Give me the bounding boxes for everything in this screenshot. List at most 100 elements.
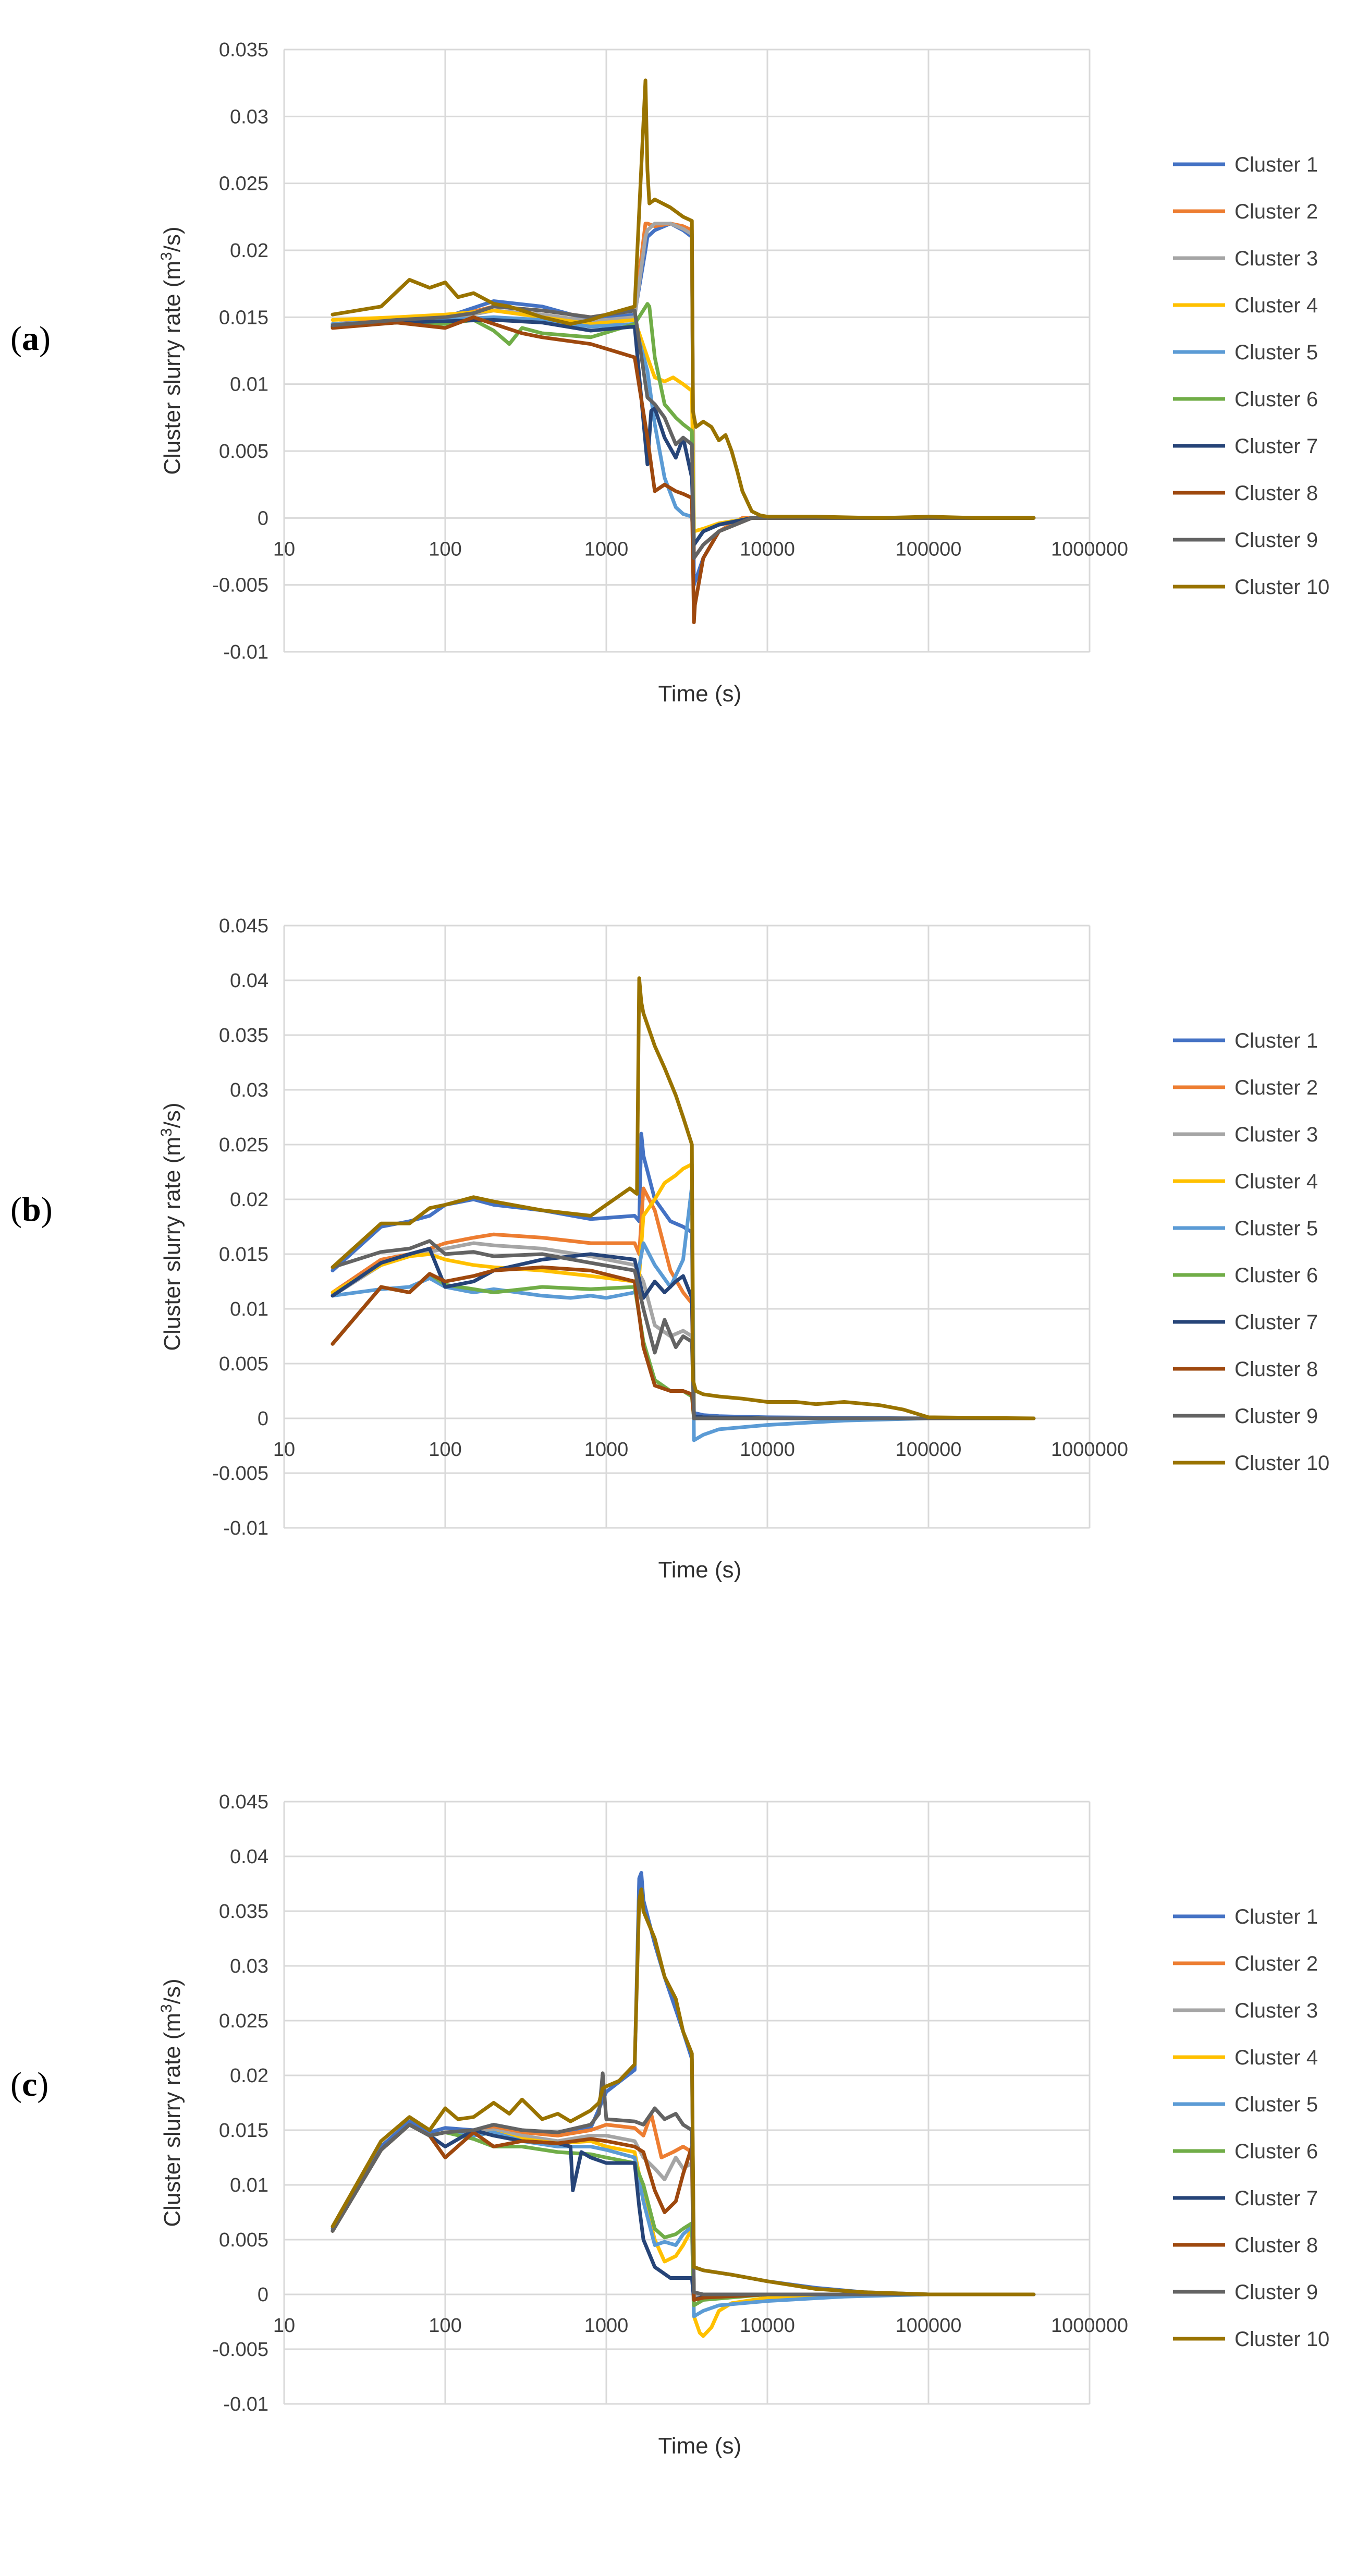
y-tick-label: 0.035 [219,1901,268,1923]
y-tick-label: 0.035 [219,39,268,61]
legend-label-cluster-1: Cluster 1 [1234,153,1318,176]
series-line-cluster-9 [331,305,1036,560]
y-tick-label: 0.04 [230,970,268,992]
x-tick-label: 100000 [896,538,962,560]
legend-label-cluster-10: Cluster 10 [1234,2328,1329,2351]
x-tick-label: 1000 [584,2315,629,2337]
y-tick-label: 0.025 [219,173,268,195]
series-line-cluster-10 [331,976,1036,1420]
y-tick-label: 0.03 [230,1955,268,1977]
panel-label-c: (c) [10,2065,49,2104]
y-tick-label: 0.005 [219,2229,268,2251]
y-tick-label: 0.015 [219,307,268,329]
y-tick-label: 0 [258,507,268,529]
y-tick-label: 0.04 [230,1846,268,1868]
y-tick-label: -0.005 [212,1463,268,1485]
y-tick-label: 0.02 [230,1189,268,1211]
legend-label-cluster-5: Cluster 5 [1234,1217,1318,1240]
panel-label-b: (b) [10,1190,53,1229]
legend-label-cluster-5: Cluster 5 [1234,2093,1318,2116]
legend-label-cluster-10: Cluster 10 [1234,1452,1329,1475]
line-chart-b: -0.01 -0.005 0 0.005 0.01 0.015 0.02 0.025 0.03 0… [158,915,1330,1583]
legend-label-cluster-3: Cluster 3 [1234,1999,1318,2022]
y-axis-title: Cluster slurry rate (m3/s) [158,1102,186,1351]
legend-label-cluster-2: Cluster 2 [1234,1952,1318,1975]
legend-label-cluster-9: Cluster 9 [1234,1405,1318,1428]
x-tick-label: 1000000 [1051,1439,1128,1461]
series-line-cluster-7 [331,318,1036,547]
legend-label-cluster-6: Cluster 6 [1234,388,1318,411]
x-tick-label: 100 [429,538,461,560]
y-tick-label: 0.025 [219,2010,268,2032]
line-chart-c: -0.01 -0.005 0 0.005 0.01 0.015 0.02 0.025 0.03 0… [158,1791,1330,2459]
y-tick-label: 0.01 [230,1298,268,1320]
y-tick-label: 0.035 [219,1025,268,1047]
y-tick-label: 0 [258,1408,268,1430]
series-line-cluster-9 [331,2071,1036,2296]
legend-label-cluster-1: Cluster 1 [1234,1905,1318,1928]
chart-panel-b: (b) -0.01 -0.005 0 0.005 0.01 0.015 0.02 0.025 0… [0,876,1369,1700]
x-tick-label: 1000 [584,538,629,560]
y-tick-label: 0.005 [219,1353,268,1375]
legend-label-cluster-4: Cluster 4 [1234,1170,1318,1193]
line-chart-a: -0.01 -0.005 0 0.005 0.01 0.015 0.02 0.025 0.03 0… [158,39,1330,707]
series-line-cluster-1 [331,1132,1036,1420]
y-tick-label: 0.03 [230,1079,268,1101]
y-tick-label: 0.02 [230,2065,268,2087]
y-tick-label: 0.025 [219,1134,268,1156]
y-tick-label: -0.01 [223,2393,268,2415]
series-line-cluster-9 [331,1239,1036,1420]
x-tick-label: 1000000 [1051,538,1128,560]
y-tick-label: 0.005 [219,441,268,463]
y-tick-label: 0.045 [219,915,268,937]
legend-label-cluster-10: Cluster 10 [1234,576,1329,599]
y-tick-label: -0.005 [212,575,268,597]
legend-label-cluster-2: Cluster 2 [1234,1076,1318,1099]
legend-label-cluster-8: Cluster 8 [1234,1358,1318,1381]
x-tick-label: 100000 [896,1439,962,1461]
series-line-cluster-5 [331,1184,1036,1442]
series-line-cluster-8 [331,315,1036,624]
y-tick-label: 0.01 [230,374,268,396]
y-tick-label: 0.015 [219,1244,268,1266]
legend-label-cluster-9: Cluster 9 [1234,2281,1318,2304]
chart-panel-c: (c) -0.01 -0.005 0 0.005 0.01 0.015 0.02 0.025 0… [0,1752,1369,2576]
x-tick-label: 10000 [740,2315,795,2337]
y-axis-title: Cluster slurry rate (m3/s) [158,1978,186,2227]
legend-label-cluster-8: Cluster 8 [1234,2234,1318,2257]
legend-label-cluster-2: Cluster 2 [1234,200,1318,223]
legend-label-cluster-8: Cluster 8 [1234,482,1318,505]
chart-panel-a: (a) -0.01 -0.005 0 0.005 0.01 0.015 0.02 0.025 0… [0,0,1369,824]
x-tick-label: 100 [429,2315,461,2337]
y-tick-label: 0.045 [219,1791,268,1813]
y-tick-label: 0.015 [219,2120,268,2142]
legend-label-cluster-7: Cluster 7 [1234,435,1318,458]
legend-label-cluster-3: Cluster 3 [1234,247,1318,270]
legend-label-cluster-3: Cluster 3 [1234,1123,1318,1146]
x-axis-title: Time (s) [658,681,742,707]
y-tick-label: 0.02 [230,240,268,262]
x-axis-title: Time (s) [658,2433,742,2459]
legend-label-cluster-6: Cluster 6 [1234,2140,1318,2163]
legend-label-cluster-4: Cluster 4 [1234,2046,1318,2069]
legend-label-cluster-7: Cluster 7 [1234,2187,1318,2210]
y-tick-label: -0.005 [212,2339,268,2361]
x-tick-label: 1000000 [1051,2315,1128,2337]
legend-label-cluster-1: Cluster 1 [1234,1029,1318,1052]
y-tick-label: -0.01 [223,1517,268,1539]
legend-label-cluster-4: Cluster 4 [1234,294,1318,317]
legend-label-cluster-7: Cluster 7 [1234,1311,1318,1334]
legend-label-cluster-9: Cluster 9 [1234,529,1318,552]
legend-label-cluster-5: Cluster 5 [1234,341,1318,364]
x-tick-label: 10 [273,1439,295,1461]
x-tick-label: 10 [273,538,295,560]
x-tick-label: 100 [429,1439,461,1461]
y-tick-label: -0.01 [223,641,268,663]
series-line-cluster-8 [331,2123,1036,2302]
legend-label-cluster-6: Cluster 6 [1234,1264,1318,1287]
y-axis-title: Cluster slurry rate (m3/s) [158,226,186,475]
y-tick-label: 0.01 [230,2174,268,2196]
y-tick-label: 0.03 [230,106,268,128]
y-tick-label: 0 [258,2284,268,2306]
x-axis-title: Time (s) [658,1557,742,1583]
